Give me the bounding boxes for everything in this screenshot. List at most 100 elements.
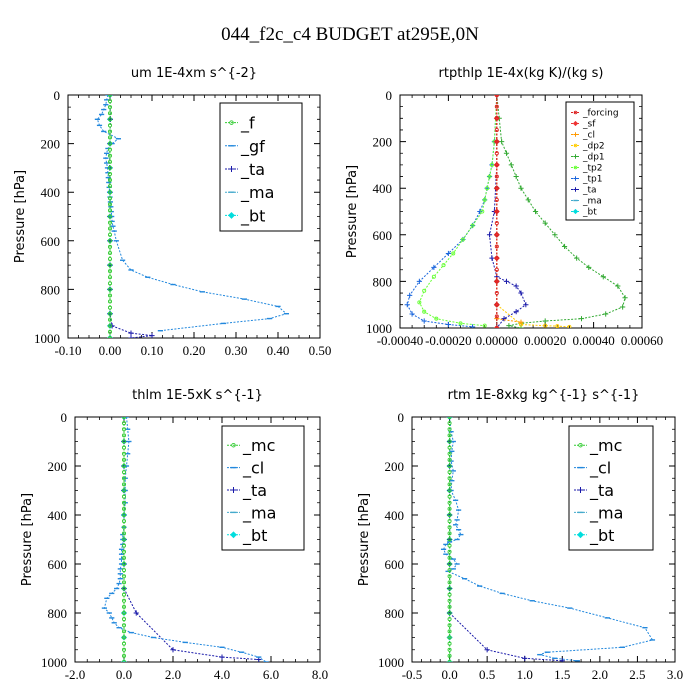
data-point — [543, 323, 548, 328]
data-point — [121, 427, 127, 432]
data-point — [494, 267, 499, 272]
data-point — [219, 654, 225, 660]
data-point — [107, 232, 113, 237]
data-point — [494, 127, 499, 132]
data-point — [574, 255, 580, 261]
series-line — [496, 95, 570, 328]
data-point — [447, 421, 452, 426]
data-point — [121, 647, 127, 652]
legend-label: _dp1 — [582, 153, 605, 163]
data-point — [447, 561, 452, 567]
x-tick-label: 1.0 — [517, 667, 533, 682]
data-point — [121, 555, 127, 560]
data-point — [107, 226, 113, 231]
data-point — [620, 304, 626, 310]
panel-title: rtm 1E-8xkg kg^{-1} s^{-1} — [448, 388, 640, 403]
data-point — [494, 232, 499, 237]
data-point — [494, 291, 499, 296]
legend-marker — [573, 187, 578, 192]
data-point — [121, 629, 127, 634]
data-point — [485, 186, 490, 191]
data-point — [447, 617, 452, 622]
panel-title: rtpthlp 1E-4x(kg K)/(kg s) — [439, 66, 604, 81]
data-point — [107, 95, 113, 98]
data-point — [447, 488, 452, 493]
data-point — [121, 457, 127, 462]
legend-marker — [230, 487, 237, 493]
data-point — [107, 257, 113, 262]
data-point — [447, 549, 452, 554]
data-point — [128, 330, 134, 336]
series-line — [103, 417, 267, 662]
y-tick-label: 0 — [386, 88, 393, 103]
data-point — [447, 476, 452, 481]
data-point — [107, 311, 113, 316]
y-tick-label: 200 — [41, 137, 61, 152]
data-point — [121, 433, 127, 438]
data-point — [121, 494, 127, 499]
data-point — [447, 439, 452, 444]
legend-marker — [573, 165, 578, 170]
y-axis-label: Pressure [hPa] — [345, 165, 360, 258]
x-tick-label: 8.0 — [312, 667, 328, 682]
data-point — [447, 574, 452, 579]
legend-label: _ma — [242, 503, 276, 523]
data-point — [121, 500, 127, 505]
data-point — [107, 269, 113, 274]
data-point — [107, 123, 113, 128]
data-point — [447, 598, 452, 603]
x-tick-label: 0.00020 — [524, 333, 566, 348]
data-point — [128, 335, 134, 338]
data-point — [447, 537, 452, 542]
series-forcing — [494, 95, 499, 328]
data-point — [107, 238, 113, 243]
data-point — [518, 290, 524, 296]
x-tick-label: 2.5 — [629, 667, 645, 682]
y-tick-label: 200 — [48, 459, 68, 474]
data-point — [133, 610, 139, 616]
data-point — [107, 147, 113, 152]
data-point — [121, 417, 127, 420]
x-tick-label: 0.00 — [99, 343, 122, 358]
data-point — [107, 299, 113, 304]
legend-box — [568, 425, 654, 551]
legend-label: _forcing — [582, 109, 619, 119]
data-point — [421, 318, 427, 324]
data-point — [170, 647, 176, 653]
data-point — [447, 635, 452, 640]
data-point — [494, 95, 499, 98]
data-point — [506, 323, 512, 328]
data-point — [447, 641, 452, 646]
data-point — [107, 317, 113, 322]
y-axis-label: Pressure [hPa] — [13, 170, 28, 263]
data-point — [121, 451, 127, 456]
data-point — [431, 274, 436, 279]
data-point — [523, 302, 529, 308]
x-tick-label: -2.0 — [65, 667, 86, 682]
data-point — [107, 171, 113, 176]
data-point — [494, 244, 499, 249]
data-point — [503, 150, 510, 156]
data-point — [107, 263, 113, 268]
data-point — [494, 139, 499, 144]
data-point — [555, 324, 560, 328]
x-tick-label: 0.00000 — [476, 333, 518, 348]
data-point — [501, 316, 507, 322]
data-point — [447, 604, 452, 609]
y-tick-label: 200 — [373, 135, 393, 150]
data-point — [494, 186, 499, 191]
legend-label: _bt — [582, 208, 597, 218]
data-point — [494, 221, 499, 226]
x-tick-label: 0.5 — [479, 667, 495, 682]
data-point — [447, 629, 452, 634]
data-point — [107, 184, 113, 189]
data-point — [447, 568, 452, 573]
legend-marker — [231, 442, 236, 448]
data-point — [121, 506, 127, 511]
panel-3: thlm 1E-5xK s^{-1} Pressure [hPa] -2.0 0.0 2… — [20, 388, 328, 682]
data-point — [447, 543, 452, 548]
data-point — [447, 470, 452, 475]
data-point — [121, 635, 127, 640]
series-dp1 — [494, 95, 628, 328]
data-point — [447, 592, 452, 597]
